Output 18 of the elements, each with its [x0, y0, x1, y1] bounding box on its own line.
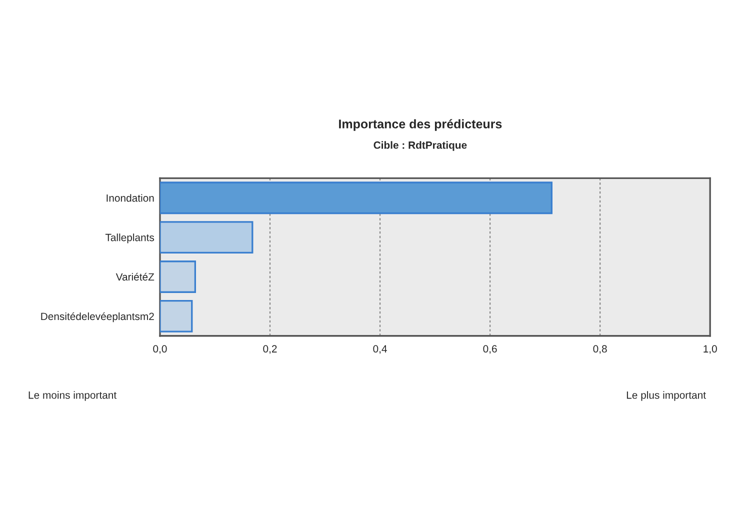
x-tick-label: 1,0: [704, 345, 717, 354]
y-tick-label: Densitédelevéeplantsm2: [41, 312, 154, 322]
bar: [160, 300, 193, 332]
text: Le plus important: [626, 391, 706, 401]
chart-subtitle: Cible : RdtPratique: [374, 141, 467, 151]
bar: [160, 260, 196, 293]
bar: [160, 182, 552, 214]
y-tick-label: Inondation: [106, 194, 154, 202]
x-tick-label: 0,8: [593, 345, 607, 354]
y-tick-label: VariétéZ: [116, 272, 154, 281]
x-tick-label: 0,2: [263, 345, 277, 354]
chart-title: Importance des prédicteurs: [339, 119, 502, 131]
x-tick-label: 0,6: [483, 345, 497, 354]
y-tick-label: Talleplants: [105, 234, 154, 244]
text: Le moins important: [28, 391, 117, 401]
bar: [160, 221, 254, 254]
x-tick-label: 0,4: [373, 345, 387, 354]
x-tick-label: 0,0: [153, 345, 167, 354]
